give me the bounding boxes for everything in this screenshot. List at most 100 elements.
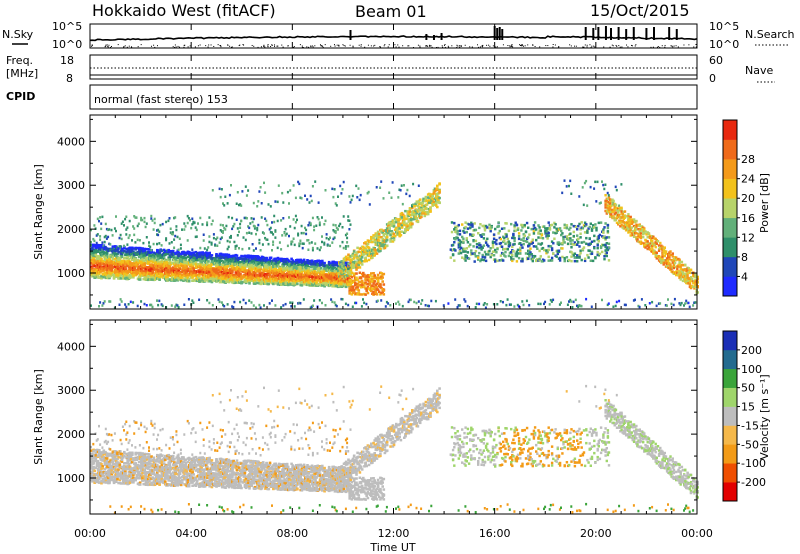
power-cell	[219, 223, 222, 227]
power-cell	[301, 246, 304, 250]
power-cell	[349, 279, 353, 282]
power-cell	[199, 268, 202, 271]
power-cell	[124, 267, 127, 270]
power-cell	[258, 279, 261, 283]
power-cell	[214, 256, 217, 260]
power-cell	[123, 249, 126, 253]
power-cell	[362, 248, 365, 251]
noise-search-dot	[407, 45, 409, 47]
power-cell	[242, 236, 245, 239]
power-cell	[234, 247, 237, 250]
power-cell	[157, 233, 160, 237]
power-cell	[99, 251, 102, 255]
power-cell	[250, 301, 253, 304]
power-cell	[360, 263, 364, 266]
power-cell	[315, 224, 318, 227]
power-cell	[117, 250, 120, 254]
power-cell	[339, 277, 342, 280]
power-cell	[298, 182, 301, 186]
power-cell	[271, 299, 273, 302]
noise-search-dot	[349, 44, 351, 46]
power-cell	[210, 271, 214, 275]
noise-search-dot	[213, 45, 215, 47]
power-cell	[280, 248, 283, 251]
noise-search-dot	[238, 45, 240, 47]
power-cell	[127, 303, 130, 306]
power-cell	[313, 225, 316, 228]
power-cell	[245, 231, 248, 235]
power-cell	[298, 260, 301, 264]
power-cell	[116, 252, 119, 256]
power-cell	[309, 271, 313, 275]
power-cell	[98, 244, 101, 247]
power-cell	[99, 238, 102, 241]
power-cell	[141, 255, 144, 259]
power-cell	[225, 267, 228, 271]
power-cell	[255, 247, 257, 250]
power-cell	[148, 244, 150, 247]
noise-search-dot	[482, 46, 484, 48]
power-cell	[346, 241, 349, 244]
noise-search-dot	[521, 45, 523, 47]
noise-search-dot	[558, 46, 560, 48]
power-cell	[129, 300, 132, 304]
noise-search-dot	[443, 44, 445, 46]
power-cell	[95, 241, 98, 245]
noise-search-dot	[253, 45, 255, 47]
noise-search-dot	[137, 46, 139, 48]
noise-search-dot	[495, 46, 497, 48]
power-cell	[138, 276, 142, 279]
power-cell	[222, 303, 224, 307]
power-cell	[259, 265, 263, 269]
power-cell	[92, 257, 95, 260]
power-cell	[156, 242, 158, 246]
power-cell	[297, 279, 300, 283]
power-cell	[178, 267, 182, 270]
power-cell	[119, 274, 123, 277]
noise-search-dot	[395, 46, 397, 48]
power-cell	[288, 260, 291, 263]
power-cell	[143, 265, 147, 269]
power-cell	[206, 248, 209, 252]
power-cell	[202, 265, 206, 268]
power-cell	[133, 268, 136, 272]
power-cell	[372, 252, 375, 255]
power-cell	[354, 278, 357, 282]
power-cell	[331, 285, 334, 288]
power-cell	[224, 270, 227, 274]
power-cell	[124, 217, 127, 221]
power-cell	[290, 240, 293, 244]
power-cell	[103, 263, 107, 266]
power-cell	[98, 276, 101, 279]
power-cell	[321, 284, 324, 287]
noise-search-dot	[274, 44, 276, 46]
power-cell	[334, 202, 337, 205]
power-cell	[157, 268, 160, 272]
power-cell	[331, 281, 334, 285]
power-cell	[140, 248, 143, 252]
power-cell	[215, 265, 218, 269]
power-cell	[258, 238, 261, 242]
power-cell	[104, 274, 108, 277]
power-cell	[176, 262, 180, 265]
power-cell	[339, 184, 342, 188]
noise-search-dot	[330, 45, 332, 47]
power-cell	[150, 248, 153, 252]
noise-search-dot	[552, 46, 554, 48]
power-cell	[289, 301, 292, 304]
power-cell	[141, 247, 144, 250]
power-cell	[192, 301, 195, 304]
power-cell	[206, 221, 209, 224]
power-cell	[305, 232, 308, 236]
power-cell	[137, 222, 140, 225]
power-cell	[278, 241, 281, 244]
power-cell	[199, 258, 202, 261]
power-cell	[309, 222, 312, 225]
power-cell	[347, 245, 350, 248]
power-cell	[282, 278, 285, 281]
power-cell	[264, 236, 267, 240]
noise-search-dot	[451, 45, 453, 47]
power-cell	[153, 257, 157, 260]
noise-search-dot	[387, 46, 389, 48]
power-cell	[276, 263, 280, 266]
